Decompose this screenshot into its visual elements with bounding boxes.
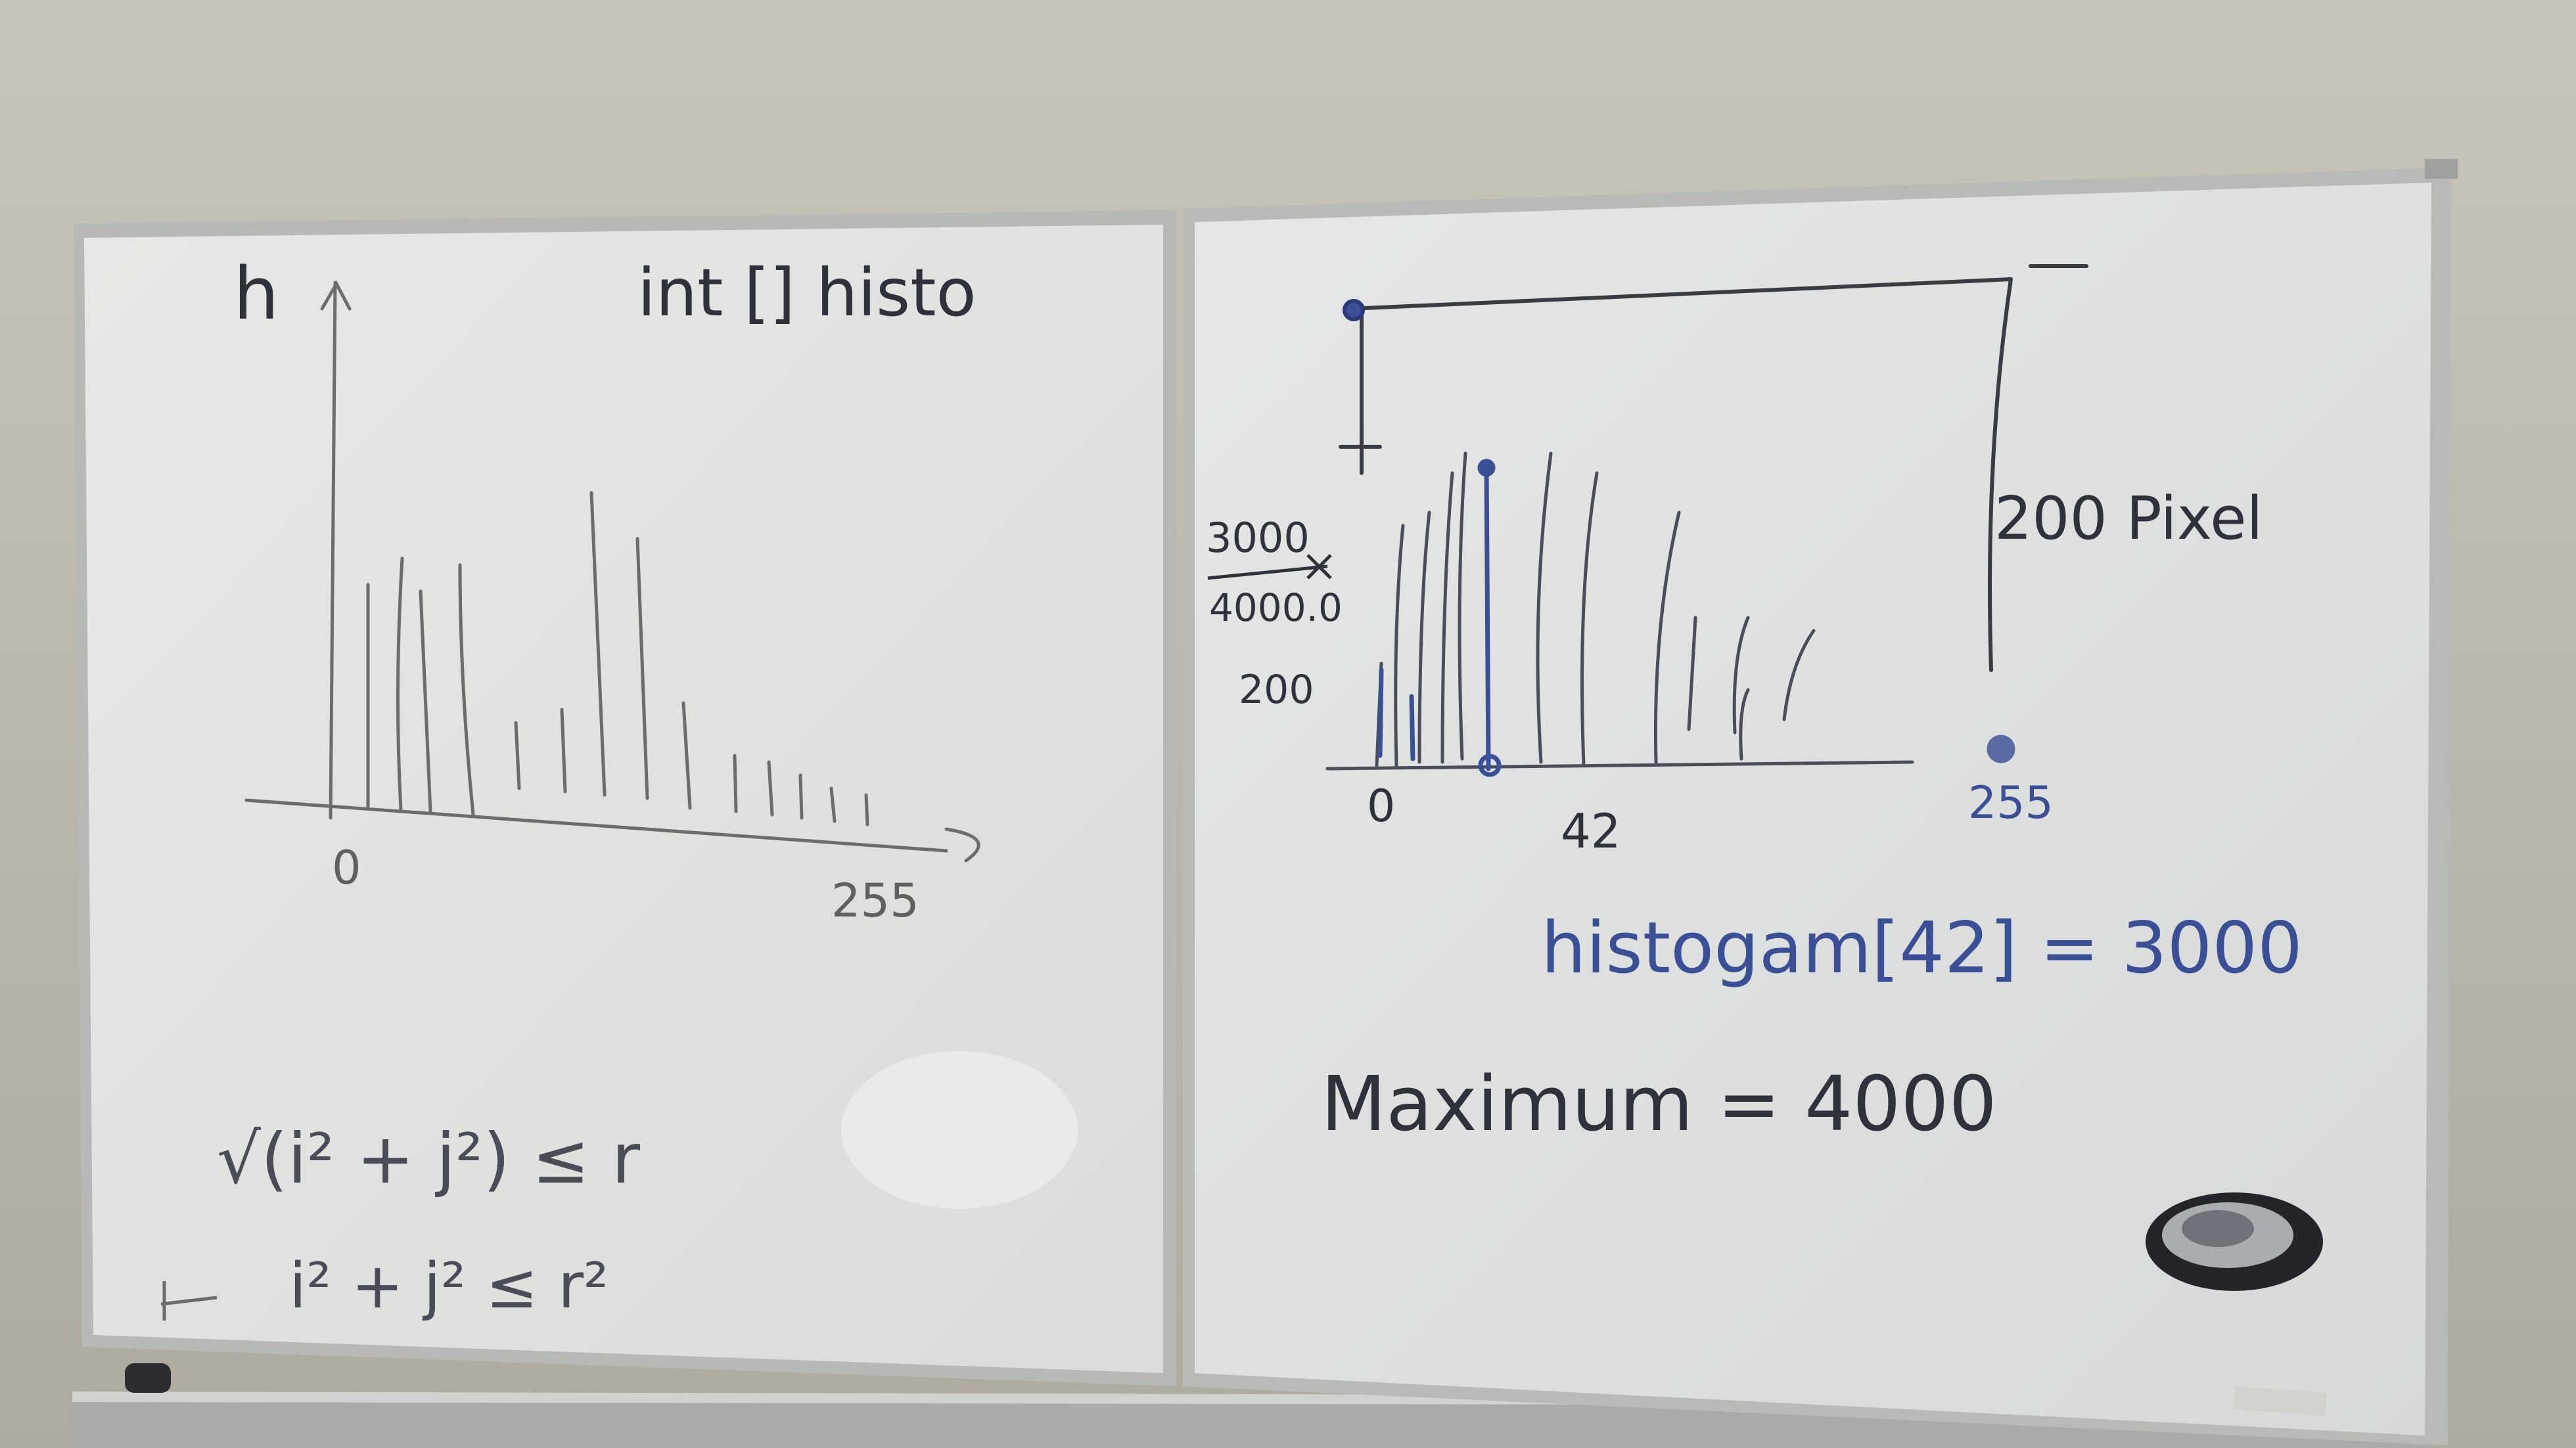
left-formula-sqrt: √(i² + j²) ≤ r [217, 1119, 641, 1199]
right-label-4000: 4000.0 [1209, 585, 1343, 630]
left-histogram-sketch [244, 280, 980, 863]
left-x-min-label: 0 [332, 841, 361, 895]
right-board [1195, 183, 2431, 1436]
whiteboard-eraser-icon [2146, 1192, 2323, 1291]
maximum-equation: Maximum = 4000 [1321, 1060, 1997, 1148]
right-highlight-bar [1377, 459, 2015, 777]
right-x-max-label: 255 [1968, 777, 2054, 829]
right-histogram-sketch [1325, 451, 1914, 771]
left-x-max-label: 255 [831, 874, 919, 928]
histogram-equation: histogam[42] = 3000 [1541, 907, 2303, 989]
right-x-mid-label: 42 [1561, 803, 1621, 859]
left-formula-squared: i² + j² ≤ r² [289, 1250, 609, 1323]
marker-icon [125, 1363, 171, 1393]
left-board-title: int [] histo [637, 254, 977, 331]
right-label-200-y: 200 [1239, 667, 1314, 713]
right-label-200-pixel: 200 Pixel [1994, 484, 2263, 553]
right-x-min-label: 0 [1367, 781, 1395, 832]
left-axis-h-label: h [233, 252, 279, 336]
right-canvas-outline [1339, 264, 2088, 672]
right-label-3000: 3000 [1206, 514, 1310, 562]
